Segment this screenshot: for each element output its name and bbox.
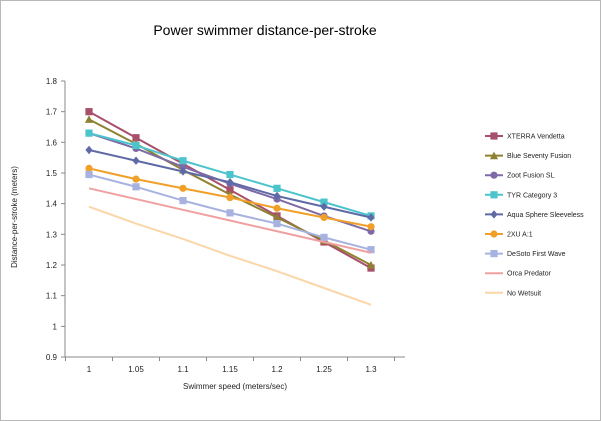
data-point (366, 260, 376, 269)
series-group (84, 108, 376, 306)
legend-item: Blue Seventy Fusion (485, 151, 571, 160)
series-0 (85, 108, 375, 272)
legend-label: DeSoto First Wave (507, 251, 566, 258)
y-tick-label: 1 (53, 322, 58, 331)
y-tick-labels: 0.9 1 1.1 1.2 1.3 1.4 1.5 1.6 1.7 1.8 (46, 77, 58, 362)
data-point (226, 186, 234, 194)
data-point (273, 220, 281, 228)
legend-swatch-marker (490, 171, 498, 179)
x-tick-label: 1.1 (177, 365, 189, 374)
x-tick-label: 1.3 (365, 365, 377, 374)
series-5 (85, 164, 375, 231)
data-point (85, 170, 93, 179)
y-tick-label: 1.6 (46, 138, 58, 147)
legend-label: TYR Category 3 (507, 192, 557, 199)
legend-swatch-marker (490, 250, 498, 258)
x-axis-label: Swimmer speed (meters/sec) (183, 382, 287, 391)
legend-item: Zoot Fusion SL (485, 171, 555, 180)
legend-item: DeSoto First Wave (485, 250, 566, 258)
data-point (320, 213, 328, 222)
x-tick-label: 1.05 (128, 365, 144, 374)
legend: XTERRA Vendetta Blue Seventy Fusion Zoot F… (485, 132, 584, 297)
series-8 (88, 205, 372, 306)
data-point (132, 175, 140, 183)
data-point (84, 115, 94, 123)
legend-label: XTERRA Vendetta (507, 134, 565, 141)
data-point (179, 163, 187, 171)
series-7 (88, 187, 372, 254)
legend-label: 2XU A:1 (507, 232, 533, 239)
x-tick-label: 1.15 (222, 365, 238, 374)
x-tick-label: 1.2 (271, 365, 283, 374)
data-point (179, 197, 187, 205)
legend-item: 2XU A:1 (485, 230, 533, 239)
series-line (88, 205, 372, 306)
y-tick-label: 1.7 (46, 108, 58, 117)
legend-label: No Wetsuit (507, 290, 541, 297)
y-axis-label: Distance-per-stroke (meters) (10, 166, 19, 268)
legend-swatch-marker (490, 191, 498, 199)
data-point (272, 213, 282, 222)
data-point (367, 213, 375, 222)
data-point (273, 191, 281, 201)
data-point (179, 167, 187, 176)
series-3 (85, 129, 375, 220)
data-point (85, 129, 93, 137)
data-point (320, 202, 328, 211)
legend-swatch-marker (489, 151, 499, 160)
y-tick-label: 0.9 (46, 353, 58, 362)
data-point (132, 156, 140, 165)
legend-swatch-marker (490, 132, 498, 140)
data-point (226, 170, 234, 179)
legend-item: Orca Predator (485, 271, 552, 278)
data-point (132, 141, 140, 149)
data-point (367, 223, 375, 231)
data-point (85, 164, 93, 172)
x-tick-label: 1 (87, 365, 92, 374)
x-tick-label: 1.25 (316, 365, 332, 374)
legend-item: Aqua Sphere Sleeveless (485, 210, 584, 219)
y-tick-label: 1.4 (46, 200, 58, 209)
data-point (85, 145, 93, 155)
data-point (85, 108, 93, 116)
series-4 (85, 145, 375, 222)
series-line (88, 187, 372, 254)
chart-title: Power swimmer distance-per-stroke (153, 22, 376, 38)
legend-item: TYR Category 3 (485, 191, 557, 199)
data-point (226, 209, 234, 217)
axes (61, 80, 405, 361)
legend-label: Zoot Fusion SL (507, 173, 555, 180)
legend-item: No Wetsuit (485, 290, 541, 297)
data-point (132, 183, 140, 191)
legend-swatch-marker (490, 230, 498, 238)
legend-label: Orca Predator (507, 271, 552, 278)
data-point (320, 198, 328, 206)
y-tick-label: 1.2 (46, 261, 58, 270)
data-point (320, 233, 328, 241)
y-tick-label: 1.5 (46, 169, 58, 178)
data-point (273, 204, 281, 212)
legend-swatch-marker (490, 210, 498, 219)
data-point (226, 178, 234, 187)
y-tick-label: 1.1 (46, 292, 58, 301)
legend-label: Blue Seventy Fusion (507, 153, 571, 160)
x-tick-labels: 1 1.05 1.1 1.15 1.2 1.25 1.3 (87, 365, 377, 374)
legend-label: Aqua Sphere Sleeveless (507, 212, 584, 219)
data-point (132, 134, 140, 142)
legend-item: XTERRA Vendetta (485, 132, 565, 141)
series-6 (85, 170, 375, 254)
data-point (179, 184, 187, 192)
data-point (367, 246, 375, 254)
data-point (273, 184, 281, 192)
data-point (226, 193, 234, 202)
y-tick-label: 1.3 (46, 230, 58, 239)
y-tick-label: 1.8 (46, 77, 58, 86)
data-point (179, 157, 187, 165)
